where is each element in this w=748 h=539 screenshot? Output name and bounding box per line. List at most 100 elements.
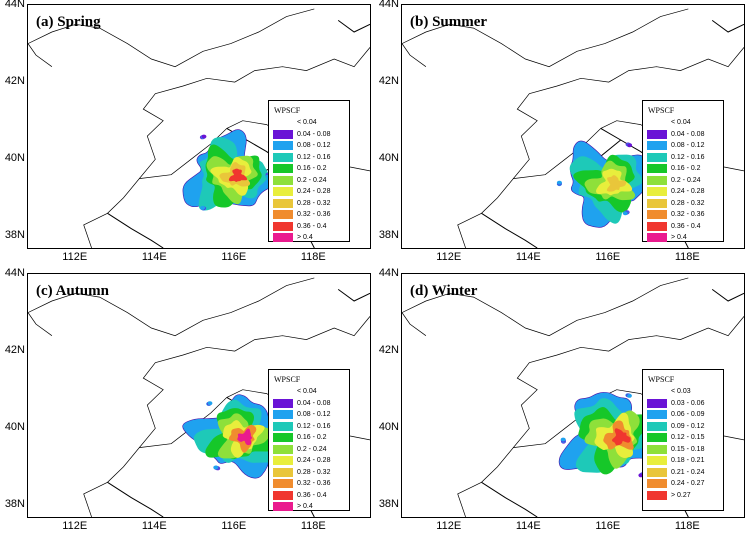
panel-title: (c) Autumn [36, 283, 109, 299]
legend-swatch [647, 210, 667, 219]
legend-swatch [647, 456, 667, 465]
province-border [337, 288, 370, 302]
legend-item: 0.24 - 0.28 [273, 186, 349, 197]
legend-swatch [647, 187, 667, 196]
legend-item: 0.2 - 0.24 [273, 444, 349, 455]
legend-label: 0.32 - 0.36 [671, 211, 705, 218]
legend-item: 0.12 - 0.16 [273, 421, 349, 432]
legend-title: WPSCF [648, 106, 675, 115]
legend-item: 0.03 - 0.06 [647, 398, 723, 409]
lon-tick-label: 112E [436, 520, 462, 532]
wpscf-contour-level [611, 428, 631, 446]
legend-label: 0.08 - 0.12 [297, 142, 331, 149]
lon-tick-label: 116E [595, 251, 621, 263]
legend-item: 0.2 - 0.24 [647, 175, 723, 186]
province-border [28, 8, 315, 68]
wpscf-patch [556, 180, 562, 185]
legend-label: 0.28 - 0.32 [671, 199, 705, 207]
legend-item: 0.16 - 0.2 [647, 163, 723, 174]
legend-item: > 0.4 [647, 232, 723, 243]
lon-tick-label: 118E [300, 520, 326, 532]
province-border [457, 47, 744, 248]
province-border [107, 481, 164, 517]
lon-tick-label: 112E [62, 251, 88, 263]
legend-label: 0.08 - 0.12 [297, 411, 331, 418]
legend-swatch [273, 164, 293, 173]
legend-swatch [273, 479, 293, 488]
legend-title: WPSCF [274, 375, 301, 384]
lat-tick-label: 44N [378, 0, 399, 10]
legend-swatch [273, 175, 293, 185]
legend-label: 0.24 - 0.28 [297, 457, 331, 464]
lon-tick-label: 116E [221, 251, 247, 263]
legend-item: 0.04 - 0.08 [273, 398, 349, 409]
lat-tick-label: 40N [4, 421, 25, 434]
legend-label: 0.04 - 0.08 [671, 130, 705, 138]
legend-swatch [273, 129, 293, 139]
wpscf-patch [207, 401, 213, 406]
province-border [481, 212, 538, 248]
legend-swatch [273, 198, 293, 208]
province-border [28, 277, 315, 337]
wpscf-patch [627, 143, 633, 148]
province-border [402, 43, 427, 67]
lon-tick-label: 112E [436, 251, 462, 263]
legend-title: WPSCF [274, 106, 301, 115]
legend-item: 0.24 - 0.28 [647, 186, 723, 197]
legend-label: 0.36 - 0.4 [297, 491, 327, 499]
lon-tick-label: 112E [62, 520, 88, 532]
wpscf-contour-level [228, 168, 248, 182]
legend-swatch [273, 233, 293, 242]
legend-swatch [273, 467, 293, 477]
legend-item: 0.32 - 0.36 [647, 209, 723, 220]
legend-item: 0.12 - 0.16 [647, 152, 723, 163]
legend-label: 0.24 - 0.28 [671, 188, 705, 195]
legend-item: 0.32 - 0.36 [273, 209, 349, 220]
legend-item: 0.08 - 0.12 [273, 140, 349, 151]
legend-swatch [647, 398, 667, 408]
legend-swatch [647, 433, 667, 442]
legend-item: 0.24 - 0.27 [647, 478, 723, 489]
legend-label: 0.32 - 0.36 [297, 211, 331, 218]
lon-tick-label: 118E [674, 251, 700, 263]
legend-swatch [273, 141, 293, 150]
legend-label: 0.04 - 0.08 [297, 399, 331, 407]
legend-label: 0.2 - 0.24 [297, 176, 327, 184]
legend-swatch [647, 129, 667, 139]
legend-label: 0.28 - 0.32 [297, 199, 331, 207]
legend-item: 0.21 - 0.24 [647, 467, 723, 478]
lon-tick-label: 118E [674, 520, 700, 532]
lat-tick-label: 44N [4, 0, 25, 10]
legend-item: 0.24 - 0.28 [273, 455, 349, 466]
legend-swatch [647, 467, 667, 477]
legend-swatch [273, 152, 293, 162]
legend-summer: WPSCF < 0.04 0.04 - 0.08 0.08 - 0.12 0.12 -… [642, 100, 724, 242]
legend-item: 0.36 - 0.4 [647, 221, 723, 232]
lat-tick-label: 42N [378, 344, 399, 357]
province-border [711, 19, 744, 33]
legend-label: > 0.4 [297, 234, 313, 241]
lat-tick-label: 38N [4, 498, 25, 511]
legend-label: 0.36 - 0.4 [297, 222, 327, 230]
province-border [28, 312, 53, 336]
lat-tick-label: 40N [378, 421, 399, 434]
wpscf-patch [213, 465, 219, 470]
legend-swatch [273, 456, 293, 465]
legend-swatch [647, 198, 667, 208]
legend-swatch [647, 141, 667, 150]
legend-swatch [273, 444, 293, 454]
legend-spring: WPSCF < 0.04 0.04 - 0.08 0.08 - 0.12 0.12 -… [268, 100, 350, 242]
legend-item: 0.12 - 0.16 [273, 152, 349, 163]
legend-item: 0.32 - 0.36 [273, 478, 349, 489]
legend-swatch [647, 444, 667, 454]
legend-swatch [647, 233, 667, 242]
lat-tick-label: 42N [4, 75, 25, 88]
legend-label: 0.04 - 0.08 [297, 130, 331, 138]
legend-label: < 0.04 [671, 119, 691, 126]
legend-label: 0.12 - 0.16 [671, 153, 705, 161]
lon-tick-label: 118E [300, 251, 326, 263]
legend-label: 0.24 - 0.27 [671, 480, 705, 487]
legend-item: < 0.04 [273, 386, 349, 397]
legend-swatch [647, 387, 667, 396]
legend-swatch [647, 164, 667, 173]
